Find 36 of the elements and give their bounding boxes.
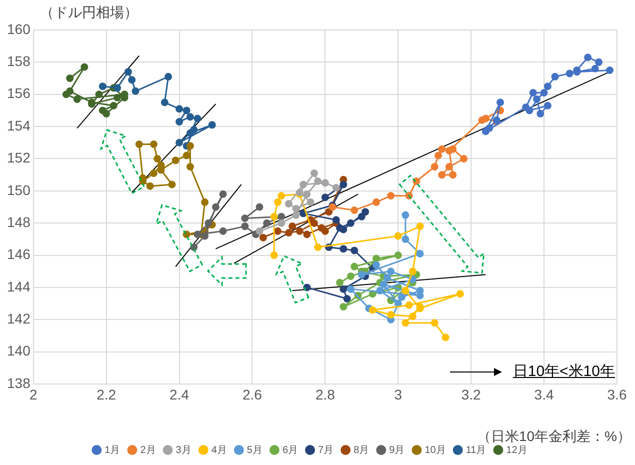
- y-tick-label: 144: [7, 278, 31, 294]
- legend-label: 9月: [389, 444, 405, 456]
- annotation: 日10年<米10年: [512, 362, 615, 381]
- legend-label: 6月: [282, 444, 298, 456]
- y-tick-label: 148: [7, 214, 31, 230]
- y-tick-label: 150: [7, 182, 31, 198]
- y-tick-label: 152: [7, 150, 31, 166]
- legend-label: 2月: [140, 444, 156, 456]
- y-tick-label: 146: [7, 246, 31, 262]
- legend-label: 10月: [424, 444, 446, 456]
- x-tick-label: 2.6: [242, 386, 262, 402]
- legend-label: 12月: [506, 444, 528, 456]
- y-tick-label: 140: [7, 342, 31, 359]
- x-tick-label: 3.6: [607, 386, 627, 402]
- legend-label: 8月: [354, 444, 370, 456]
- legend-label: 1月: [104, 444, 120, 456]
- x-tick-label: 2: [29, 386, 38, 402]
- x-tick-label: 2.4: [170, 386, 190, 402]
- legend-label: 7月: [318, 444, 334, 456]
- y-tick-label: 142: [7, 310, 31, 326]
- legend-label: 11月: [466, 444, 486, 456]
- legend-label: 3月: [176, 444, 192, 456]
- y-tick-label: 156: [7, 85, 31, 102]
- legend-label: 5月: [246, 444, 262, 456]
- x-tick-label: 3.4: [534, 386, 554, 402]
- y-tick-label: 154: [7, 117, 31, 134]
- y-tick-label: 158: [7, 53, 31, 70]
- x-tick-label: 3: [394, 386, 402, 402]
- y-tick-label: 160: [7, 20, 31, 37]
- y-tick-label: 138: [7, 374, 31, 391]
- x-tick-label: 3.2: [461, 386, 482, 402]
- x-tick-label: 2.8: [315, 386, 336, 402]
- legend-label: 4月: [211, 444, 227, 456]
- x-tick-label: 2.2: [96, 386, 116, 402]
- x-axis-title: （日米10年金利差：%）: [476, 428, 631, 445]
- y-axis-title: （ドル円相場）: [40, 4, 138, 22]
